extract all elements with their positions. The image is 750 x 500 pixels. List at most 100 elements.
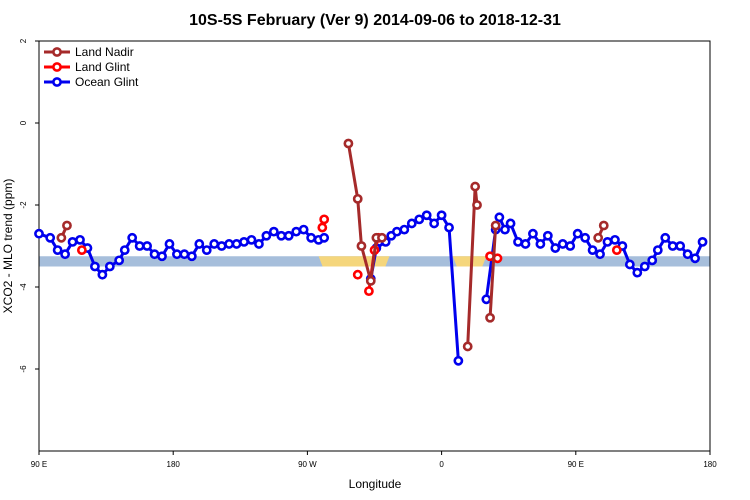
- y-axis-label: XCO2 - MLO trend (ppm): [1, 179, 15, 314]
- land-glint-point-3-0: [364, 286, 374, 296]
- ocean-glint-point-1-12: [453, 355, 464, 366]
- ocean-glint-point-2-18: [610, 234, 620, 245]
- ocean-glint-point-0-4: [67, 236, 78, 247]
- land-nadir-line-3: [488, 225, 498, 318]
- x-tick-label-1: 180: [167, 460, 181, 469]
- land-nadir-point-4-1: [598, 220, 609, 231]
- ocean-glint-point-2-21: [632, 267, 643, 278]
- y-tick-label-4: -6: [19, 365, 28, 373]
- ocean-glint-point-0-35: [298, 224, 309, 235]
- ocean-glint-point-1-7: [414, 214, 425, 225]
- ocean-glint-point-0-2: [52, 245, 63, 255]
- ocean-glint-point-1-11: [444, 222, 454, 233]
- ocean-glint-point-0-11: [119, 245, 130, 255]
- land-nadir-point-0-0: [56, 232, 67, 243]
- ocean-glint-point-0-3: [60, 249, 70, 260]
- x-tick-label-2: 90 W: [298, 460, 317, 469]
- ocean-glint-point-2-15: [587, 245, 598, 255]
- series-ocean-glint: [34, 210, 708, 366]
- ocean-glint-point-0-17: [164, 239, 175, 249]
- ocean-glint-point-0-22: [201, 245, 212, 255]
- ocean-glint-point-2-0: [481, 294, 492, 305]
- land-glint-point-1-0: [317, 222, 328, 233]
- ocean-glint-point-0-0: [34, 228, 44, 239]
- ocean-glint-point-0-5: [75, 234, 85, 245]
- series-layer: [34, 138, 708, 366]
- ocean-glint-point-0-1: [45, 232, 56, 243]
- ocean-glint-point-1-6: [406, 218, 417, 229]
- ocean-glint-point-0-29: [254, 239, 264, 249]
- land-nadir-point-0-1: [62, 220, 72, 231]
- legend-marker-land-glint: [52, 62, 62, 72]
- land-glint-point-5-0: [611, 245, 622, 255]
- x-tick-label-0: 90 E: [31, 460, 47, 469]
- x-tick-label-5: 180: [703, 460, 717, 469]
- ocean-glint-point-1-10: [436, 210, 447, 221]
- ocean-glint-point-0-25: [224, 239, 235, 249]
- ocean-glint-point-0-16: [157, 251, 167, 262]
- y-tick-label-0: 2: [19, 38, 28, 43]
- ocean-glint-point-2-22: [639, 261, 650, 272]
- ocean-glint-point-0-10: [114, 255, 125, 266]
- ocean-glint-point-2-30: [697, 236, 708, 247]
- ocean-glint-point-0-20: [186, 251, 197, 262]
- ocean-glint-point-2-6: [520, 239, 531, 249]
- y-tick-label-1: 0: [19, 120, 28, 125]
- ocean-glint-point-0-15: [149, 249, 160, 260]
- x-tick-label-4: 90 E: [568, 460, 584, 469]
- ocean-glint-point-2-9: [542, 230, 553, 241]
- land-nadir-point-1-0: [343, 138, 354, 149]
- land-nadir-point-2-1: [470, 181, 481, 192]
- land-nadir-point-2-0: [462, 341, 473, 352]
- ocean-glint-point-2-10: [550, 243, 561, 253]
- land-nadir-point-1-3: [365, 275, 376, 286]
- ocean-glint-point-2-23: [647, 255, 658, 266]
- ocean-glint-point-2-13: [572, 228, 583, 239]
- ocean-glint-point-0-18: [172, 249, 182, 260]
- ocean-glint-point-2-2: [494, 212, 505, 223]
- series-land-nadir: [56, 138, 609, 352]
- ocean-glint-point-0-24: [216, 241, 227, 251]
- land-nadir-point-3-1: [490, 220, 501, 231]
- ocean-glint-point-2-16: [595, 249, 605, 260]
- legend-marker-ocean-glint: [52, 77, 62, 87]
- ocean-glint-point-0-33: [283, 230, 294, 241]
- ocean-glint-point-1-9: [429, 218, 440, 229]
- legend-marker-land-nadir: [52, 47, 62, 57]
- ocean-glint-point-2-27: [675, 241, 686, 251]
- ocean-glint-point-0-31: [268, 226, 279, 237]
- ocean-glint-point-2-11: [557, 239, 568, 249]
- ocean-glint-point-2-3: [500, 224, 510, 235]
- x-axis-label: Longitude: [349, 477, 402, 491]
- ocean-glint-point-2-28: [682, 249, 693, 260]
- x-tick-label-3: 0: [439, 460, 444, 469]
- plot-area-frame: [38, 40, 711, 452]
- chart-title: 10S-5S February (Ver 9) 2014-09-06 to 20…: [189, 12, 561, 29]
- land-nadir-point-1-2: [356, 241, 367, 251]
- ocean-glint-point-2-7: [528, 228, 538, 239]
- ocean-glint-point-0-7: [90, 261, 100, 272]
- ocean-glint-point-2-25: [660, 232, 671, 243]
- ocean-glint-point-0-9: [104, 261, 115, 272]
- y-tick-label-3: -4: [19, 283, 28, 291]
- ocean-glint-point-0-21: [194, 239, 205, 249]
- ocean-glint-point-0-36: [306, 232, 317, 243]
- land-nadir-point-1-5: [377, 232, 387, 243]
- land-nadir-point-1-1: [352, 193, 363, 204]
- ocean-glint-point-0-38: [319, 232, 330, 243]
- ocean-glint-point-2-14: [580, 232, 591, 243]
- ocean-glint-point-2-8: [535, 239, 546, 249]
- legend-label-land-glint: Land Glint: [75, 60, 130, 74]
- ocean-glint-point-0-26: [231, 239, 242, 249]
- ocean-glint-point-2-24: [652, 245, 663, 255]
- ocean-glint-point-2-26: [667, 241, 678, 251]
- land-glint-point-0-0: [76, 245, 87, 255]
- land-nadir-point-4-0: [593, 232, 604, 243]
- legend-label-land-nadir: Land Nadir: [75, 45, 134, 59]
- ocean-glint-point-2-12: [565, 241, 576, 251]
- ocean-glint-point-0-14: [142, 241, 153, 251]
- ocean-glint-point-0-23: [209, 239, 220, 249]
- ocean-glint-point-1-8: [421, 210, 432, 221]
- band-land-0: [318, 256, 390, 267]
